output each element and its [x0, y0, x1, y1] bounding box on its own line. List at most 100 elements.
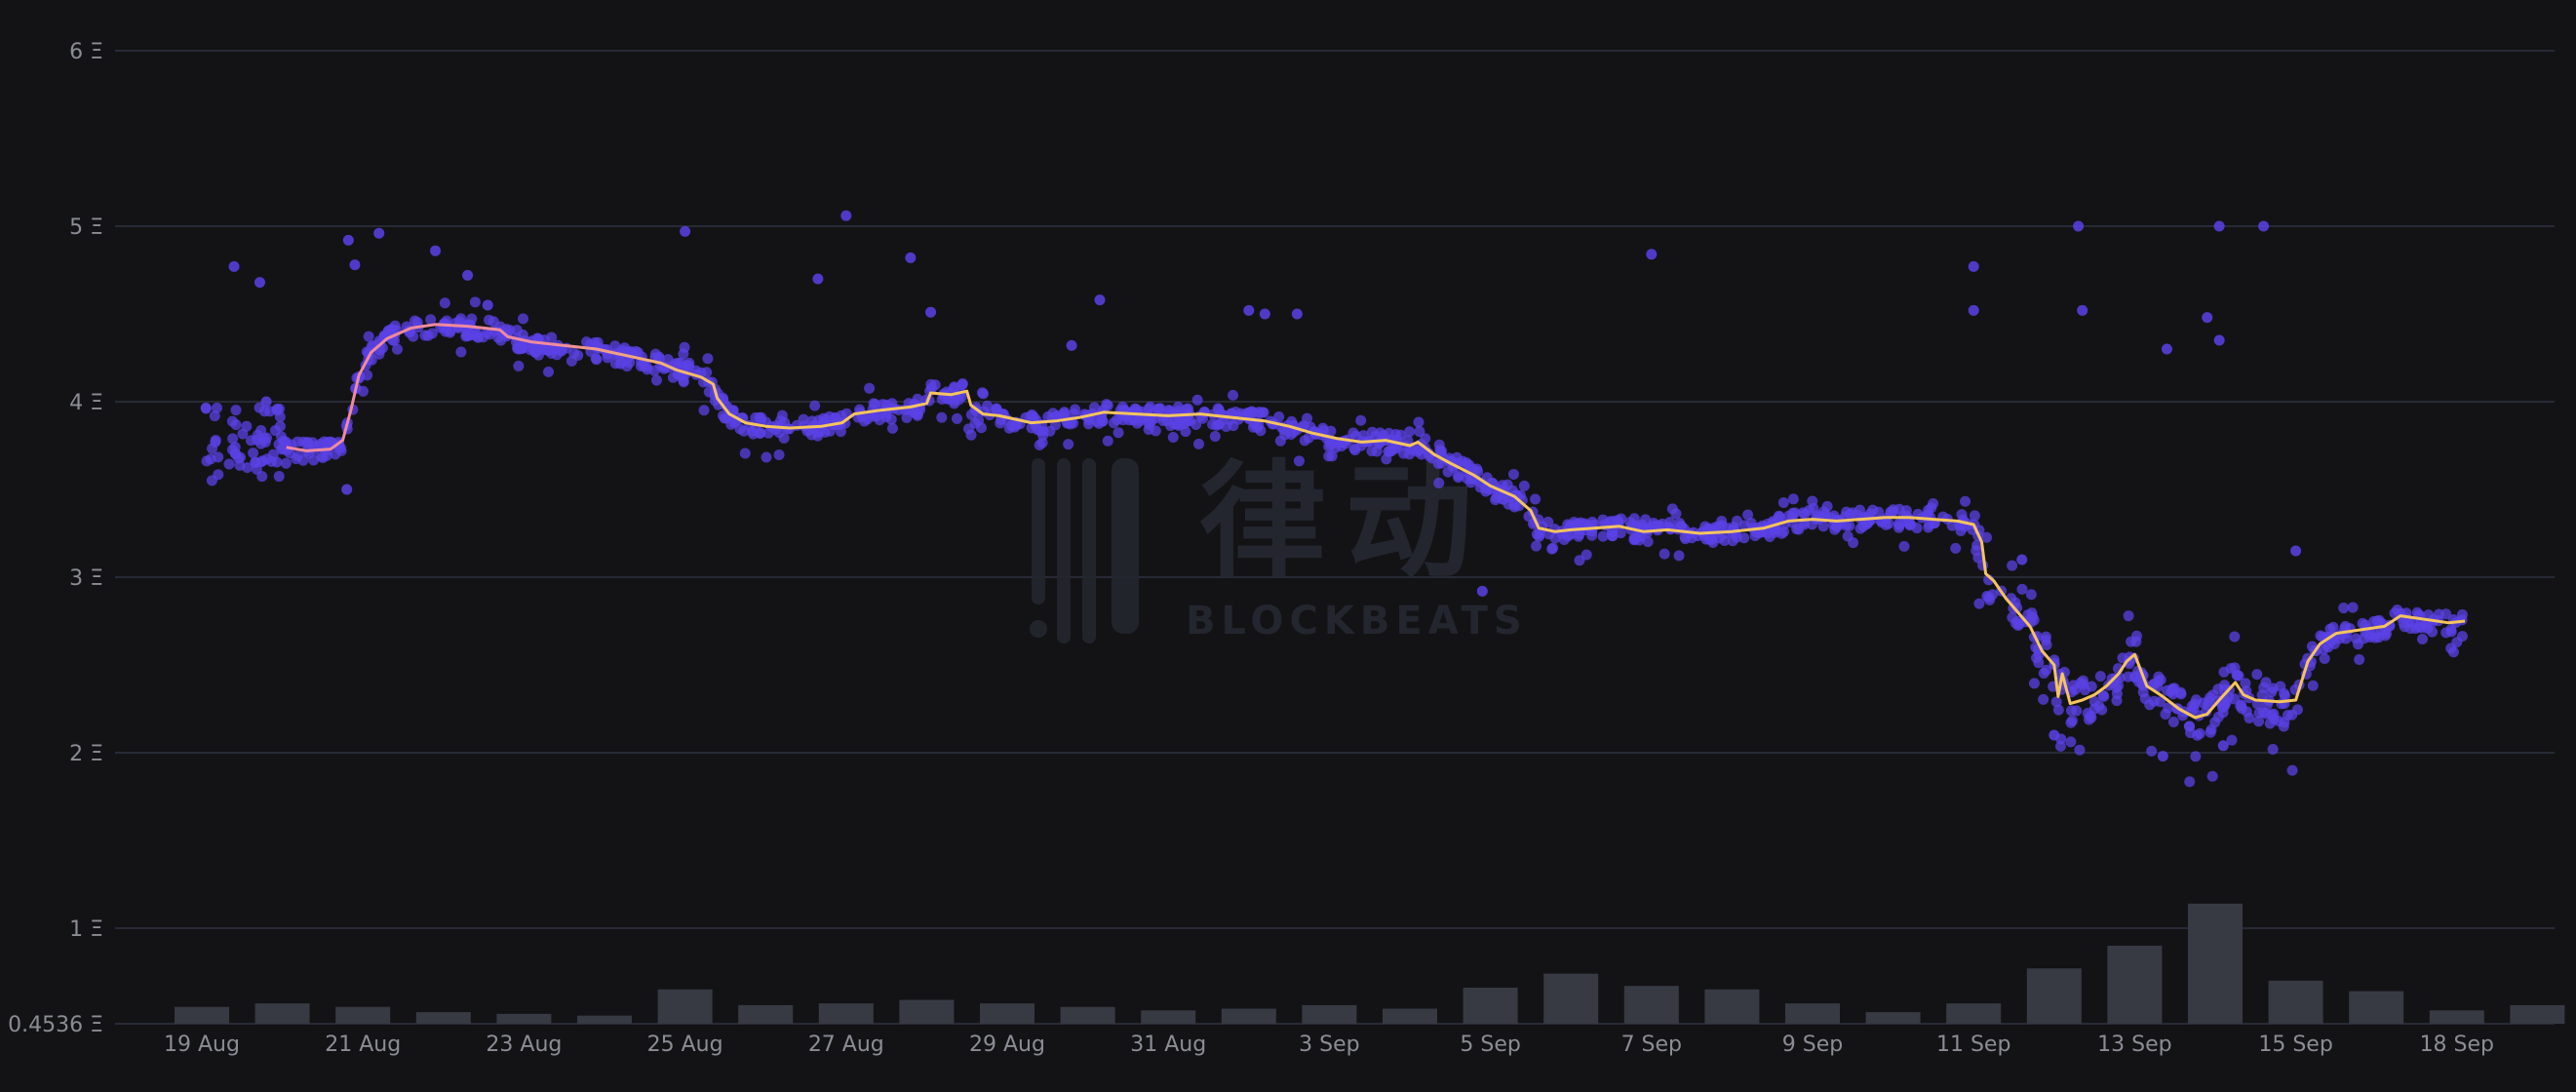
sale-point [1886, 507, 1897, 519]
sale-point [1969, 510, 1980, 522]
sale-point [901, 412, 913, 424]
volume-bar [1946, 1003, 2002, 1024]
sale-point [1738, 532, 1750, 544]
sale-point [2286, 764, 2298, 776]
sale-point [2264, 718, 2276, 729]
sale-point [1646, 249, 1658, 260]
sale-point [363, 347, 374, 359]
sale-point [2130, 630, 2142, 642]
sale-point [702, 353, 714, 365]
sale-point [2040, 634, 2051, 645]
sale-point [2166, 683, 2178, 695]
sale-point [1716, 520, 1728, 531]
volume-bars [175, 903, 2565, 1024]
sale-point [543, 366, 555, 377]
sale-point [1228, 389, 1239, 401]
sale-point [1404, 426, 1416, 438]
watermark-chinese: 律动 [1199, 448, 1492, 596]
volume-bar [1383, 1008, 1437, 1024]
sale-point [1507, 468, 1519, 480]
sale-point [1094, 294, 1106, 306]
y-tick-label: 4 Ξ [69, 391, 103, 415]
sale-point [2373, 614, 2385, 626]
volume-bar [1463, 987, 1518, 1024]
sale-point [425, 314, 437, 326]
sale-point [242, 462, 254, 474]
sale-point [1659, 548, 1670, 560]
sales-scatter [200, 210, 2468, 788]
sale-point [462, 329, 474, 340]
sale-point [2278, 721, 2289, 732]
sale-point [1673, 550, 1685, 562]
sale-point [1476, 585, 1488, 597]
moving-average-line [286, 323, 2466, 720]
sale-point [1903, 518, 1915, 529]
sale-point [2204, 695, 2215, 707]
sale-point [1842, 530, 1854, 542]
sale-point [1789, 507, 1801, 519]
sale-point [2417, 633, 2429, 644]
sale-point [411, 317, 423, 329]
sale-point [2093, 700, 2105, 712]
sale-point [2175, 688, 2187, 700]
y-tick-label: 0.4536 Ξ [8, 1013, 103, 1037]
sale-point [746, 425, 758, 437]
sale-point [591, 354, 603, 366]
sale-point [1228, 420, 1239, 432]
sale-point [455, 346, 467, 358]
sale-point [1185, 415, 1196, 427]
volume-bar [2349, 991, 2404, 1024]
sale-point [2236, 699, 2247, 711]
sale-point [1299, 435, 1310, 447]
sale-point [1414, 426, 1425, 438]
sale-point [2123, 610, 2134, 622]
sale-point [2052, 704, 2064, 716]
x-tick-label: 9 Sep [1782, 1033, 1843, 1057]
sale-point [2267, 743, 2279, 755]
sale-point [2456, 631, 2468, 643]
sale-point [1829, 524, 1841, 535]
sale-point [2251, 669, 2263, 681]
sale-point [546, 332, 558, 343]
sale-point [1273, 410, 1285, 422]
sale-point [1412, 446, 1424, 457]
sale-point [991, 404, 1002, 415]
sale-point [1102, 435, 1113, 447]
sale-point [2354, 654, 2365, 666]
sale-point [200, 403, 212, 414]
sale-point [812, 273, 824, 285]
sale-point [517, 342, 528, 354]
sale-point [273, 471, 285, 483]
sale-point [2229, 631, 2241, 643]
sale-point [1840, 520, 1852, 531]
x-tick-label: 15 Sep [2258, 1033, 2332, 1057]
sale-point [701, 367, 713, 378]
sale-point [1378, 430, 1389, 442]
sale-point [1192, 438, 1204, 449]
sale-point [1777, 496, 1789, 508]
sale-point [483, 314, 494, 326]
x-axis: 19 Aug 21 Aug 23 Aug 25 Aug 27 Aug 29 Aug 31 A… [164, 1033, 2494, 1057]
sale-point [2190, 751, 2202, 762]
sale-point [2258, 220, 2270, 232]
sale-point [254, 277, 265, 289]
sale-point [1973, 598, 1985, 609]
sale-point [2123, 671, 2134, 682]
sale-point [1063, 439, 1074, 450]
sale-point [1534, 528, 1545, 540]
sale-point [2347, 602, 2359, 613]
volume-bar [1060, 1006, 1115, 1024]
sale-point [2260, 677, 2272, 688]
volume-bar [899, 999, 955, 1024]
sale-point [609, 358, 621, 370]
sale-point [2111, 695, 2123, 707]
sale-point [462, 269, 474, 281]
sale-point [2253, 707, 2265, 719]
sale-point [1163, 405, 1175, 416]
sale-point [260, 396, 272, 408]
sale-point [650, 374, 662, 386]
sale-point [1180, 426, 1191, 438]
sale-point [2011, 602, 2023, 613]
sale-point [1209, 430, 1221, 442]
sale-point [1674, 518, 1686, 529]
